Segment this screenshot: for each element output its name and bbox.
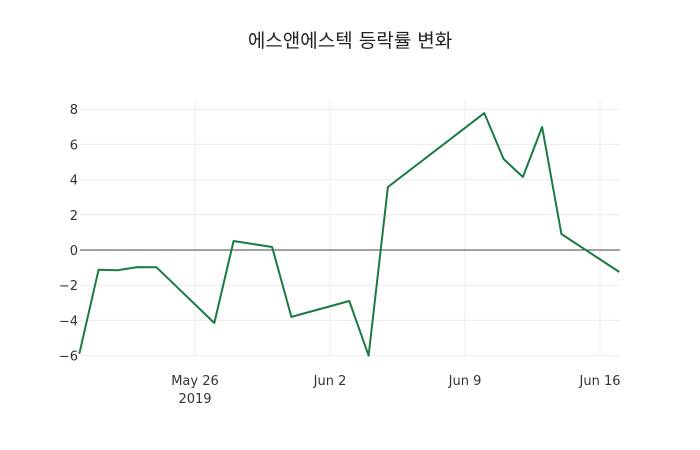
y-tick-label: −4 [59,314,78,329]
x-axis: May 26 2019 Jun 2 Jun 9 Jun 16 [171,374,620,407]
y-tick-label: 8 [70,103,78,118]
y-tick-label: 6 [70,138,78,153]
y-tick-label: 4 [70,174,78,189]
y-tick-label: 2 [70,209,78,224]
x-tick-label: Jun 2 [313,374,347,389]
x-tick-label: Jun 9 [448,374,482,389]
grid-lines [80,100,620,358]
y-axis: 8 6 4 2 0 −2 −4 −6 [59,103,78,364]
x-tick-sublabel: 2019 [178,392,211,407]
chart-title: 에스앤에스텍 등락률 변화 [247,30,453,52]
y-tick-label: −2 [59,279,78,294]
series-line [78,112,620,357]
x-tick-label: May 26 [171,374,219,389]
y-tick-label: −6 [59,350,78,365]
y-tick-label: 0 [70,244,78,259]
x-tick-label: Jun 16 [579,374,621,389]
